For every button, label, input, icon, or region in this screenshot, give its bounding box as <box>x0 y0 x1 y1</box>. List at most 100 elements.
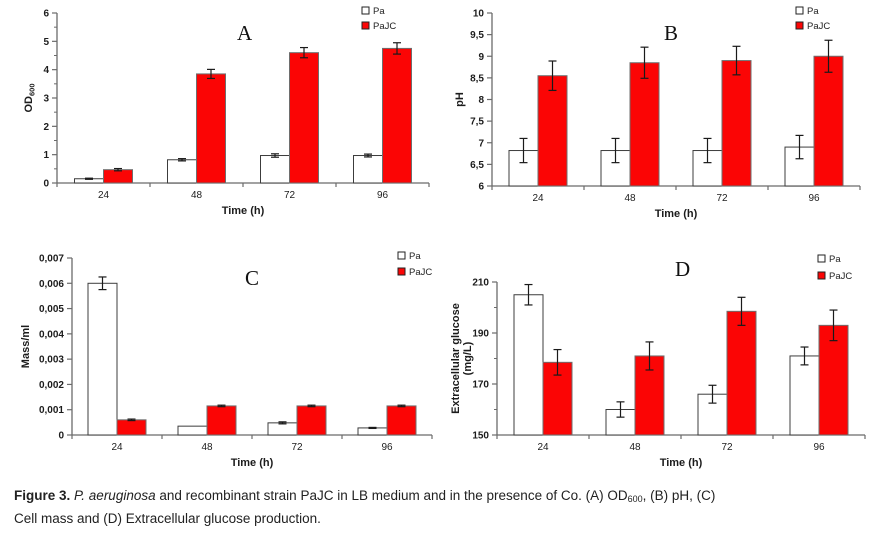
error-bar-pa-24 <box>524 283 533 306</box>
y-tick-label: 0,005 <box>39 304 64 315</box>
error-bar-pa-48 <box>616 401 625 418</box>
legend-swatch-pa <box>397 251 406 260</box>
y-axis-title: OD600 <box>23 83 37 112</box>
bar-pajc-96 <box>813 55 844 187</box>
error-bar-pajc-72 <box>732 45 741 76</box>
y-tick-label: 0,006 <box>39 279 64 290</box>
x-tick-label: 72 <box>716 193 728 204</box>
y-tick-label: 8,5 <box>470 73 484 84</box>
y-axis-title: Extracellular glucose <box>450 303 462 414</box>
x-tick-label: 96 <box>813 442 825 453</box>
x-tick-label: 48 <box>191 190 203 201</box>
error-bar-pa-24 <box>519 137 528 164</box>
bar-pajc-48 <box>629 62 660 187</box>
y-tick-label: 0 <box>43 179 49 190</box>
error-bar-pa-96 <box>795 134 804 160</box>
y-axis-title: (mg/L) <box>462 341 474 375</box>
legend-label-pa: Pa <box>373 6 385 17</box>
bar-pajc-24 <box>116 419 147 436</box>
bar-pa-24 <box>87 282 118 436</box>
error-bar-pajc-48 <box>207 68 215 80</box>
error-bar-pajc-96 <box>829 309 838 342</box>
error-bar-pajc-24 <box>127 418 136 422</box>
x-tick-label: 24 <box>98 190 110 201</box>
chart-svg-a: 0 1 2 3 4 5 6 24 48 72 96 Time (h) OD600 Pa PaJC A <box>23 6 430 217</box>
y-tick-label: 0,007 <box>39 254 64 265</box>
caption-segment: and recombinant strain PaJC in LB medium… <box>155 488 628 503</box>
error-bar-pa-48 <box>178 158 186 162</box>
figure-caption: Figure 3. P. aeruginosa and recombinant … <box>14 486 872 528</box>
error-bar-pajc-48 <box>640 46 649 79</box>
bar-pajc-96 <box>818 324 849 436</box>
y-tick-label: 5 <box>43 37 49 48</box>
x-tick-label: 48 <box>629 442 641 453</box>
bar-pajc-72 <box>289 52 319 184</box>
y-tick-label: 0,004 <box>39 329 64 340</box>
chart-svg-c: 0 0,001 0,002 0,003 0,004 0,005 0,006 0,007 24 48… <box>20 251 433 469</box>
bar-pajc-48 <box>206 405 237 436</box>
caption-segment: Cell mass and (D) Extracellular glucose … <box>14 511 321 526</box>
y-tick-label: 0,001 <box>39 405 64 416</box>
y-tick-label: 6 <box>43 9 49 20</box>
error-bar-pa-96 <box>368 426 377 430</box>
y-tick-label: 210 <box>472 278 489 289</box>
legend-swatch-pajc <box>817 271 826 280</box>
bar-pajc-72 <box>296 405 327 436</box>
y-axis-title: pH <box>454 92 466 107</box>
error-bar-pa-96 <box>800 346 809 366</box>
y-tick-label: 2 <box>43 122 49 133</box>
error-bar-pa-24 <box>98 276 107 291</box>
chart-panel-c: 0 0,001 0,002 0,003 0,004 0,005 0,006 0,007 24 48… <box>8 238 453 484</box>
panel-letter-c: C <box>245 266 259 290</box>
x-axis-title: Time (h) <box>222 205 265 217</box>
error-bar-pajc-24 <box>114 167 122 172</box>
legend-label-pajc: PaJC <box>829 271 852 282</box>
error-bar-pajc-72 <box>300 46 308 59</box>
x-tick-label: 72 <box>291 442 303 453</box>
y-tick-label: 10 <box>473 9 485 20</box>
y-tick-label: 1 <box>43 150 49 161</box>
x-axis-title: Time (h) <box>655 208 698 220</box>
legend-swatch-pa <box>795 6 804 15</box>
bar-pa-72 <box>260 155 290 184</box>
chart-panel-a: 0 1 2 3 4 5 6 24 48 72 96 Time (h) OD600 Pa PaJC A <box>8 0 440 234</box>
x-tick-label: 48 <box>624 193 636 204</box>
error-bar-pa-48 <box>611 137 620 164</box>
y-tick-label: 8 <box>478 95 484 106</box>
error-bar-pajc-96 <box>397 404 406 408</box>
legend-label-pa: Pa <box>829 254 841 265</box>
x-tick-label: 24 <box>537 442 549 453</box>
caption-segment: 600 <box>627 494 643 504</box>
y-tick-label: 7,5 <box>470 117 484 128</box>
y-tick-label: 4 <box>43 65 49 76</box>
y-tick-label: 0 <box>58 431 64 442</box>
x-tick-label: 72 <box>721 442 733 453</box>
legend-swatch-pajc <box>361 21 370 30</box>
bar-pajc-24 <box>537 75 568 187</box>
panel-letter-a: A <box>237 21 253 45</box>
x-tick-label: 24 <box>532 193 544 204</box>
error-bar-pajc-96 <box>824 39 833 73</box>
y-tick-label: 150 <box>472 431 489 442</box>
chart-svg-d: 150 170 190 210 24 48 72 96 Time (h) Extracellula… <box>450 254 866 469</box>
error-bar-pajc-72 <box>737 296 746 326</box>
error-bar-pa-72 <box>708 384 717 404</box>
bar-pajc-72 <box>726 310 757 436</box>
legend-label-pa: Pa <box>807 6 819 17</box>
x-tick-label: 96 <box>381 442 393 453</box>
legend-label-pajc: PaJC <box>807 21 830 32</box>
legend-label-pa: Pa <box>409 251 421 262</box>
y-tick-label: 3 <box>43 94 49 105</box>
caption-segment: P. aeruginosa <box>74 488 156 503</box>
caption-segment: Figure 3. <box>14 488 71 503</box>
chart-panel-d: 150 170 190 210 24 48 72 96 Time (h) Extracellula… <box>445 238 877 484</box>
bar-pajc-96 <box>386 405 417 436</box>
panel-letter-d: D <box>675 257 690 281</box>
error-bar-pa-96 <box>364 153 372 158</box>
y-tick-label: 6 <box>478 182 484 193</box>
bar-pa-72 <box>267 422 298 436</box>
legend-label-pajc: PaJC <box>409 267 432 278</box>
bar-pa-48 <box>167 159 197 184</box>
bar-pajc-24 <box>103 169 133 184</box>
y-tick-label: 0,003 <box>39 355 64 366</box>
